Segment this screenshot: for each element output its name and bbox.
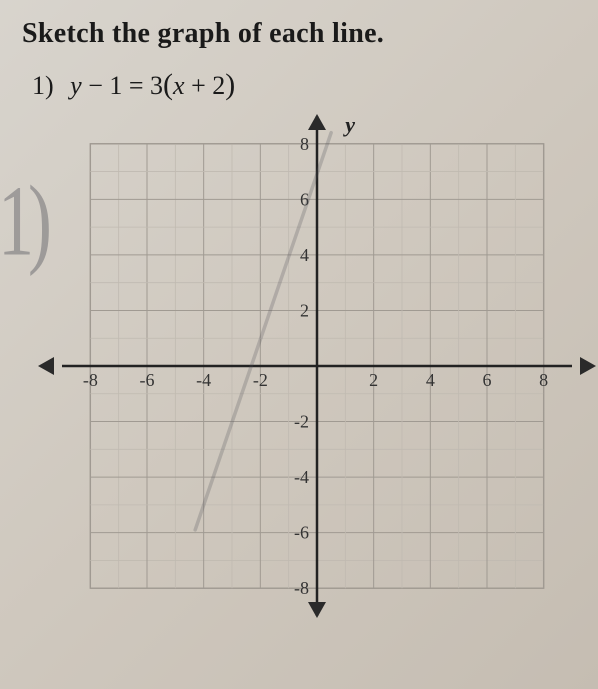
y-axis-arrow-up (308, 114, 326, 130)
svg-text:4: 4 (426, 370, 435, 390)
equation: y − 1 = 3(x + 2) (70, 71, 235, 100)
svg-text:6: 6 (483, 370, 492, 390)
svg-text:-4: -4 (196, 370, 211, 390)
svg-text:2: 2 (369, 370, 378, 390)
svg-text:2: 2 (300, 300, 309, 320)
x-axis-arrow-left (38, 357, 54, 375)
y-axis-arrow-down (308, 602, 326, 618)
grid-svg: -8-6-4-22468-8-6-4-22468 (62, 116, 572, 616)
svg-text:8: 8 (300, 134, 309, 154)
svg-text:4: 4 (300, 245, 309, 265)
svg-text:-2: -2 (294, 412, 309, 432)
page-title: Sketch the graph of each line. (22, 18, 576, 50)
svg-text:-6: -6 (140, 370, 155, 390)
y-axis-label: y (345, 112, 355, 138)
svg-text:-6: -6 (294, 523, 309, 543)
svg-text:-2: -2 (253, 370, 268, 390)
pencil-annotation: 1) (0, 163, 46, 279)
coordinate-grid: y x -8-6-4-22468-8-6-4-22468 (62, 116, 572, 616)
svg-text:-8: -8 (83, 370, 98, 390)
svg-text:8: 8 (539, 370, 548, 390)
problem-line: 1) y − 1 = 3(x + 2) (32, 68, 576, 102)
svg-text:-8: -8 (294, 578, 309, 598)
x-axis-arrow-right (580, 357, 596, 375)
svg-text:-4: -4 (294, 467, 309, 487)
problem-number: 1) (32, 71, 54, 100)
